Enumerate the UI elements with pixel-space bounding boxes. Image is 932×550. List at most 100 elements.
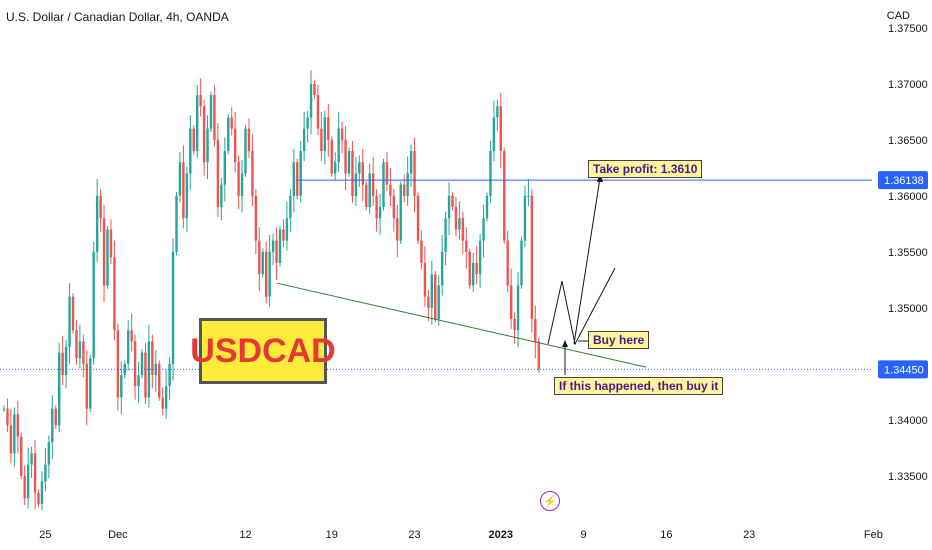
candle-body	[482, 218, 485, 241]
candle-body	[85, 363, 88, 409]
candle-body	[406, 173, 409, 196]
candle-body	[472, 263, 475, 286]
candle-body	[509, 285, 513, 320]
candle-body	[289, 195, 292, 219]
flash-icon[interactable]: ⚡	[540, 491, 560, 511]
candle-body	[130, 330, 133, 342]
projection-path	[547, 267, 616, 346]
candle-body	[26, 464, 30, 499]
candle-body	[240, 173, 244, 196]
candle-body	[40, 481, 44, 504]
candle-body	[137, 375, 140, 387]
candle-body	[523, 195, 527, 241]
neckline-trendline[interactable]	[276, 282, 647, 368]
candle-body	[23, 475, 26, 499]
candle-body	[64, 347, 68, 376]
y-tick-label: 1.35500	[888, 247, 928, 259]
candle-body	[447, 195, 451, 219]
candle-body	[323, 117, 327, 152]
candle-body	[399, 184, 402, 241]
target-arrow	[573, 177, 601, 345]
candle-body	[503, 151, 506, 241]
candle-body	[230, 117, 233, 129]
candle-body	[106, 229, 109, 286]
candle-body	[385, 162, 389, 185]
candle-body	[189, 128, 192, 174]
candle-body	[95, 195, 99, 252]
candle-body	[392, 195, 396, 219]
candle-body	[258, 240, 261, 275]
candle-body	[354, 173, 358, 196]
candle-body	[75, 330, 78, 359]
candle-body	[430, 274, 433, 308]
candle-body	[213, 95, 216, 140]
candle-body	[164, 386, 168, 409]
candle-body	[375, 195, 378, 219]
y-tick-label: 1.37500	[888, 23, 928, 35]
candle-body	[427, 296, 430, 308]
currency-label: CAD	[886, 10, 910, 22]
price-tag: 1.36138	[878, 171, 928, 190]
candle-body	[458, 218, 461, 230]
candle-body	[158, 363, 161, 398]
candle-body	[33, 453, 37, 493]
candle-body	[537, 341, 540, 370]
candle-body	[434, 274, 437, 320]
candle-body	[282, 229, 285, 241]
candle-body	[120, 375, 123, 398]
candle-body	[534, 319, 537, 342]
candle-body	[296, 162, 299, 196]
candle-body	[302, 128, 306, 152]
candle-body	[147, 341, 151, 398]
candle-body	[268, 251, 271, 297]
x-tick-label: 23	[408, 529, 420, 541]
candle-body	[440, 251, 444, 286]
candle-body	[347, 151, 351, 174]
candle-body	[327, 117, 330, 140]
candle-body	[413, 151, 416, 196]
x-tick-label: 12	[239, 529, 251, 541]
candle-body	[361, 162, 364, 185]
candle-body	[365, 184, 368, 208]
candle-body	[496, 106, 499, 118]
candle-body	[102, 218, 106, 286]
y-tick-label: 1.36500	[888, 135, 928, 147]
buy-pointer-head	[562, 340, 568, 347]
candle-body	[209, 95, 213, 129]
candle-body	[185, 173, 189, 219]
candle-body	[220, 184, 223, 208]
candle-body	[475, 263, 478, 275]
candle-body	[44, 464, 47, 482]
candle-body	[30, 453, 33, 465]
y-tick-label: 1.34000	[888, 415, 928, 427]
candle-body	[420, 240, 423, 264]
candle-body	[89, 358, 92, 409]
candle-body	[371, 173, 375, 196]
candle-body	[123, 363, 126, 376]
candle-body	[140, 352, 144, 376]
x-tick-label: 25	[39, 529, 51, 541]
candle-body	[513, 319, 516, 331]
candle-body	[368, 173, 371, 208]
candle-body	[175, 195, 178, 252]
candle-body	[320, 128, 323, 152]
candle-body	[247, 128, 251, 152]
x-tick-label: 19	[326, 529, 338, 541]
candle-body	[468, 251, 471, 286]
candle-body	[454, 207, 458, 230]
x-tick-label: 23	[743, 529, 755, 541]
candle-body	[113, 257, 116, 331]
candle-body	[444, 218, 447, 252]
candle-body	[378, 207, 382, 219]
candle-body	[437, 285, 440, 320]
price-tag-label: 1.36138	[884, 175, 924, 187]
candle-body	[403, 184, 406, 196]
candle-body	[492, 117, 496, 152]
candle-body	[292, 162, 295, 196]
candle-body	[416, 195, 420, 241]
candle-body	[520, 240, 523, 286]
candle-body	[527, 195, 530, 197]
candle-body	[182, 162, 185, 219]
candle-body	[2, 408, 6, 410]
